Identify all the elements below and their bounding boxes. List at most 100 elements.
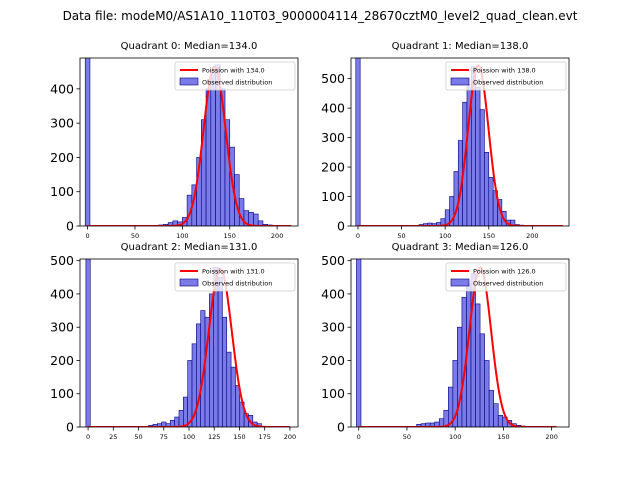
x-tick-label: 150 [497,433,509,441]
x-tick-label: 200 [284,433,296,441]
subplot-title: Quadrant 1: Median=138.0 [392,41,529,52]
y-tick-label: 100 [321,386,345,401]
histogram-bar-zero-bin [356,259,362,427]
y-tick-label: 500 [50,253,74,268]
legend-bar-swatch [450,77,470,86]
subplot-title: Quadrant 0: Median=134.0 [121,41,258,52]
axes-frame [79,57,299,227]
histogram-bar [475,303,481,427]
y-tick-label: 0 [337,420,345,435]
legend: Poission with 126.0 Observed distribution [445,262,567,292]
axes-frame [350,57,570,227]
histogram-bar [183,396,188,427]
x-tick-label: 0 [86,232,90,240]
legend-bar-swatch [179,278,199,287]
x-tick-label: 50 [397,232,405,240]
y-tick-label: 300 [321,130,345,145]
histogram-bar [222,316,228,427]
y-tick-label: 400 [321,286,345,301]
x-tick-label: 200 [545,433,557,441]
histogram-bar [453,171,459,226]
y-tick-label: 100 [50,184,74,199]
y-tick-label: 0 [66,420,74,435]
subplots: Quadrant 0: Median=134.0 0 50 100 150 200 0 100… [50,41,570,441]
histogram-bar [457,326,463,427]
histogram-bar-zero-bin [355,58,361,226]
histogram-bar [484,152,490,226]
histogram-bar [479,109,485,226]
legend-box [445,262,567,292]
histogram-bar [488,390,494,427]
plot-area [85,259,290,427]
legend-bar-swatch [179,77,199,86]
x-tick-label: 150 [224,232,236,240]
histogram-bar [475,87,481,226]
x-tick-label: 175 [258,433,270,441]
histogram-bar [253,213,259,226]
histogram-bar [488,177,494,226]
x-tick-label: 50 [134,433,142,441]
x-tick-label: 100 [439,232,451,240]
y-tick-label: 300 [321,320,345,335]
x-tick-label: 100 [183,433,195,441]
y-tick-label: 200 [50,353,74,368]
y-tick-label: 300 [50,320,74,335]
histogram-bar-zero-bin [85,259,91,427]
y-tick-label: 200 [50,150,74,165]
histogram-bar [235,385,241,427]
legend-box [174,61,296,91]
histogram-bar [217,276,223,427]
x-tick-label: 100 [449,433,461,441]
x-tick-label: 25 [109,433,117,441]
histogram-bar [187,360,193,427]
histogram-bar [479,333,485,427]
legend: Poission with 134.0 Observed distribution [174,61,296,91]
legend-box [445,61,567,91]
histogram-bar [497,415,504,427]
histogram-bar [178,410,184,427]
plot-area [355,58,563,226]
y-tick-label: 500 [321,71,345,86]
y-tick-label: 100 [50,386,74,401]
axes-frame [350,258,570,428]
legend-line-label: Poission with 138.0 [473,67,536,75]
histogram-bar [174,416,180,427]
x-tick-label: 0 [356,232,360,240]
histogram-bar-zero-bin [84,58,91,226]
subplot-quadrant-1: Quadrant 1: Median=138.0 0 50 100 150 200 0 100… [321,41,570,240]
histogram-bar [484,360,490,427]
x-tick-label: 150 [483,232,495,240]
legend-bar-label: Observed distribution [202,79,272,87]
x-tick-label: 50 [403,433,411,441]
y-tick-label: 400 [50,286,74,301]
y-tick-label: 400 [321,101,345,116]
y-tick-label: 400 [50,81,74,96]
x-tick-label: 150 [233,433,245,441]
legend-line-label: Poission with 126.0 [473,268,536,276]
x-tick-label: 75 [160,433,168,441]
x-tick-label: 0 [357,433,361,441]
subplot-title: Quadrant 3: Median=126.0 [392,242,529,253]
legend-bar-label: Observed distribution [473,79,543,87]
y-tick-label: 100 [321,189,345,204]
x-tick-label: 200 [271,232,283,240]
x-tick-label: 200 [526,232,538,240]
y-tick-label: 500 [321,253,345,268]
legend-line-label: Poission with 134.0 [202,67,265,75]
histogram-bar [230,366,236,427]
subplot-quadrant-3: Quadrant 3: Median=126.0 0 50 100 150 200 0 100… [321,242,570,441]
histogram-bar [510,219,516,226]
histogram-bar [493,403,499,427]
y-tick-label: 200 [321,353,345,368]
x-tick-label: 125 [208,433,220,441]
subplot-quadrant-2: Quadrant 2: Median=131.0 0 25 50 75 100 125 150… [50,242,299,441]
histogram-bar [210,69,216,226]
subplot-title: Quadrant 2: Median=131.0 [121,242,258,253]
histogram-bar [226,351,232,427]
legend-bar-label: Observed distribution [473,280,543,288]
x-tick-label: 50 [131,232,139,240]
y-tick-label: 300 [50,116,74,131]
legend: Poission with 138.0 Observed distribution [445,61,567,91]
poisson-curve [357,64,563,226]
